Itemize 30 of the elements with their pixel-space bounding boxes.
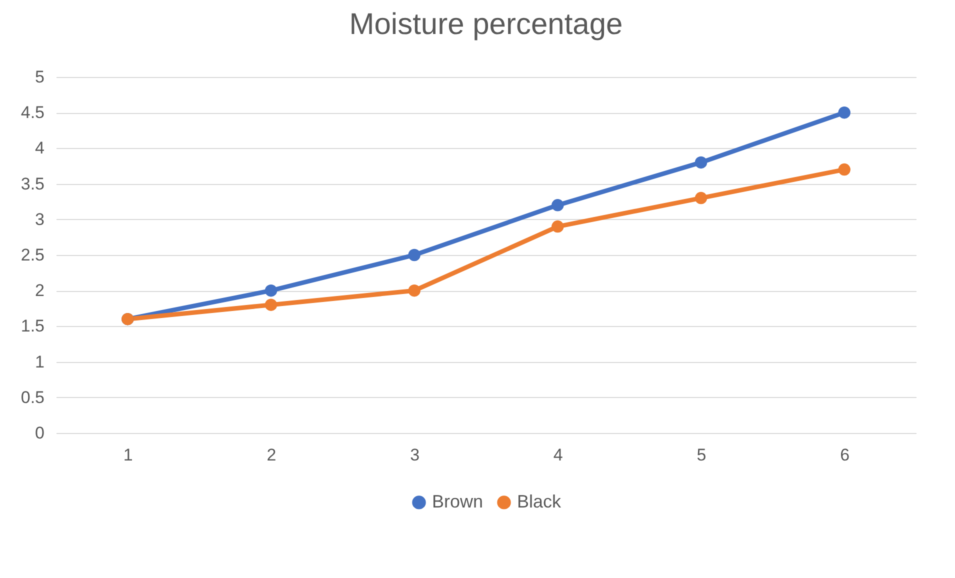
point: [694, 192, 708, 204]
y-tick-label: 3: [35, 210, 44, 229]
x-tick-label: 2: [266, 446, 276, 464]
y-tick-label: 4.5: [20, 103, 44, 122]
y-tick-label: 2: [35, 281, 44, 300]
y-tick-label: 5: [35, 68, 44, 86]
legend-label: Brown: [432, 491, 484, 512]
x-tick-label: 1: [123, 446, 133, 464]
y-tick-label: 2.5: [20, 246, 44, 264]
point: [552, 199, 564, 212]
legend-label: Black: [517, 491, 562, 512]
point: [408, 248, 420, 262]
point: [552, 220, 564, 233]
point: [838, 163, 850, 176]
point: [264, 284, 278, 297]
y-tick-label: 0.5: [20, 388, 44, 407]
y-tick-label: 3.5: [20, 174, 44, 194]
point: [694, 156, 708, 169]
y-tick-label: 1.5: [20, 316, 44, 336]
x-tick-label: 4: [553, 446, 563, 464]
x-tick-label: 3: [410, 446, 420, 464]
point: [264, 298, 278, 311]
point: [838, 106, 850, 119]
y-tick-label: 1: [35, 352, 44, 372]
point: [408, 284, 420, 297]
y-tick-label: 4: [35, 138, 44, 158]
x-tick-label: 5: [696, 446, 706, 464]
x-tick-label: 6: [840, 446, 850, 464]
chart-title: Moisture percentage: [349, 8, 623, 41]
y-tick-label: 0: [35, 424, 44, 442]
